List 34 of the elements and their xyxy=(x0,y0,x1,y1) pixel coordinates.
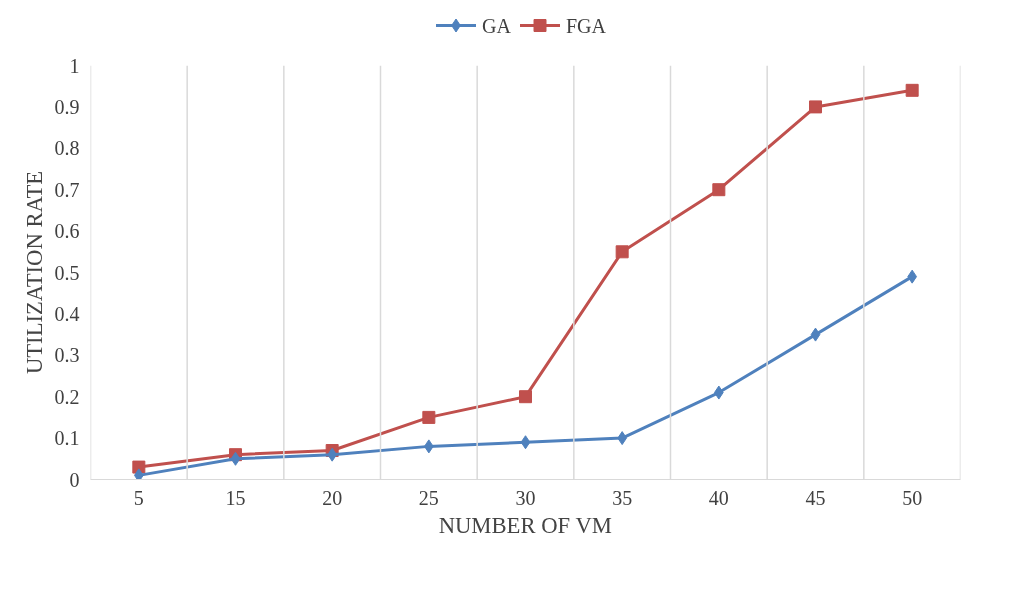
y-tick-label: 0.7 xyxy=(54,178,80,201)
y-tick-label: 0.4 xyxy=(54,302,80,325)
y-tick-label: 0.8 xyxy=(54,137,80,160)
x-axis-title: NUMBER OF VM xyxy=(438,512,612,538)
x-tick-label: 45 xyxy=(805,486,826,509)
y-tick-label: 0.5 xyxy=(54,261,80,284)
y-tick-label: 0.2 xyxy=(54,385,80,408)
y-tick-label: 1 xyxy=(69,54,80,77)
point xyxy=(905,83,919,97)
point xyxy=(422,410,436,424)
y-tick-label: 0 xyxy=(69,468,80,491)
y-tick-label: 0.9 xyxy=(54,95,80,118)
x-tick-label: 25 xyxy=(418,486,439,509)
legend-label: FGA xyxy=(566,14,607,37)
legend-label: GA xyxy=(482,14,512,37)
point xyxy=(809,100,822,114)
x-tick-label: 50 xyxy=(902,486,923,509)
y-tick-label: 0.3 xyxy=(54,344,80,367)
x-tick-label: 35 xyxy=(612,486,633,509)
point xyxy=(520,435,531,450)
point xyxy=(230,451,241,466)
x-tick-label: 30 xyxy=(515,486,536,509)
point xyxy=(810,327,821,342)
x-tick-label: 20 xyxy=(322,486,343,509)
x-tick-label: 40 xyxy=(708,486,729,509)
point xyxy=(712,183,726,197)
x-tick-label: 5 xyxy=(133,486,144,509)
y-tick-label: 0.1 xyxy=(54,427,80,450)
point xyxy=(519,390,532,404)
point xyxy=(134,468,144,480)
y-tick-label: 0.6 xyxy=(54,220,80,243)
x-tick-label: 15 xyxy=(225,486,246,509)
y-axis-title: UTILIZATION RATE xyxy=(21,170,47,375)
point xyxy=(615,245,629,259)
